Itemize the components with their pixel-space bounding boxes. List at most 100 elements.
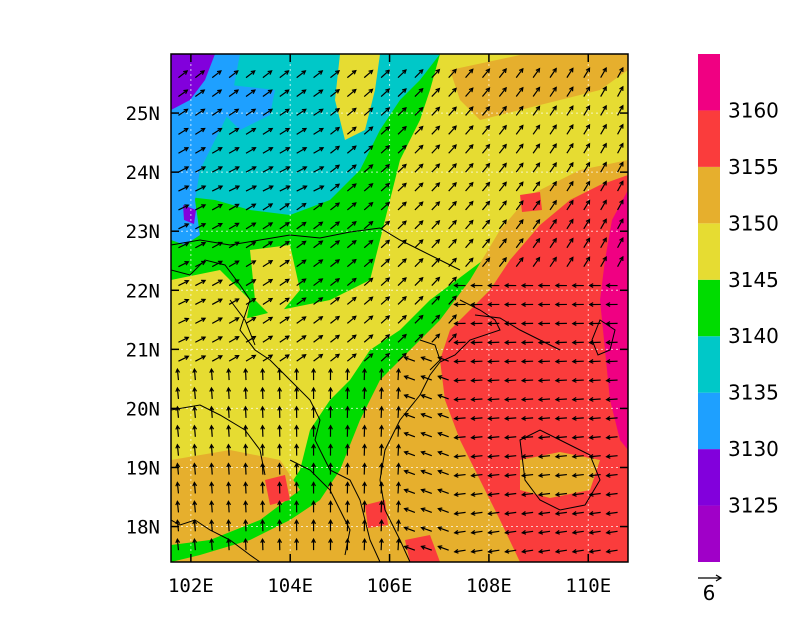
- wind-arrow-head: [396, 537, 401, 544]
- wind-arrow-head: [335, 353, 341, 359]
- wind-arrow: [481, 106, 490, 116]
- wind-arrow: [363, 258, 373, 268]
- wind-arrow-head: [183, 147, 190, 152]
- colorbar-label: 3130: [728, 437, 779, 461]
- wind-arrow: [465, 87, 474, 97]
- wind-arrow-head: [368, 239, 374, 245]
- wind-arrow-head: [502, 143, 507, 149]
- wind-arrow-head: [183, 89, 189, 94]
- wind-arrow: [380, 425, 383, 437]
- wind-arrow-head: [602, 237, 607, 243]
- wind-arrow: [380, 539, 383, 551]
- wind-arrow: [380, 444, 383, 456]
- x-axis: 102E 104E 106E 108E 110E: [168, 54, 611, 597]
- wind-arrow: [262, 279, 273, 287]
- wind-arrow-head: [571, 340, 577, 345]
- wind-arrow: [296, 166, 307, 173]
- wind-arrow-head: [328, 500, 333, 506]
- wind-arrow-head: [301, 89, 307, 94]
- wind-arrow: [262, 354, 273, 362]
- wind-arrow: [583, 143, 591, 154]
- wind-arrow: [279, 147, 290, 154]
- wind-arrow: [228, 128, 239, 135]
- wind-arrow-head: [368, 220, 374, 226]
- wind-arrow: [193, 501, 196, 513]
- wind-arrow: [346, 145, 357, 154]
- wind-arrow-head: [468, 143, 474, 149]
- wind-arrow-head: [226, 519, 232, 525]
- wind-arrow-head: [453, 378, 459, 383]
- wind-arrow-head: [401, 295, 407, 301]
- wind-arrow: [431, 144, 440, 154]
- wind-arrow-head: [250, 70, 256, 75]
- wind-arrow-head: [585, 180, 591, 186]
- wind-arrow: [421, 413, 432, 419]
- wind-arrow: [227, 369, 230, 381]
- wind-arrow: [471, 398, 483, 401]
- wind-arrow-head: [294, 519, 300, 525]
- wind-arrow-head: [569, 105, 574, 111]
- wind-arrow-head: [260, 481, 266, 487]
- wind-arrow-head: [251, 127, 257, 133]
- wind-arrow-head: [487, 378, 493, 383]
- wind-arrow-head: [335, 334, 341, 340]
- wind-arrow-head: [468, 238, 474, 244]
- wind-arrow-head: [552, 256, 557, 262]
- wind-arrow-head: [362, 519, 367, 525]
- wind-arrow: [178, 223, 189, 230]
- wind-arrow: [346, 334, 357, 343]
- wind-arrow-head: [468, 257, 474, 263]
- wind-arrow-head: [453, 454, 459, 459]
- wind-arrow-head: [571, 529, 577, 535]
- wind-arrow: [539, 492, 551, 496]
- wind-arrow: [549, 181, 557, 192]
- wind-arrow-head: [226, 386, 232, 392]
- wind-arrow-head: [468, 125, 474, 131]
- wind-arrow: [572, 473, 584, 477]
- wind-arrow: [195, 298, 206, 305]
- wind-arrow: [549, 143, 557, 154]
- wind-arrow-head: [192, 500, 198, 506]
- wind-arrow: [438, 489, 449, 495]
- wind-arrow: [589, 398, 601, 401]
- wind-arrow: [245, 222, 256, 230]
- wind-arrow-head: [234, 89, 240, 94]
- wind-arrow-head: [552, 180, 557, 186]
- wind-arrow: [228, 355, 239, 362]
- wind-arrow-head: [453, 321, 459, 326]
- wind-arrow: [606, 473, 618, 477]
- wind-arrow-head: [201, 355, 207, 360]
- wind-arrow-head: [175, 500, 181, 506]
- wind-arrow-head: [401, 333, 407, 339]
- wind-arrow: [195, 317, 206, 324]
- wind-arrow: [330, 278, 340, 287]
- wind-arrow: [505, 379, 517, 382]
- wind-arrow: [279, 128, 290, 135]
- wind-arrow: [539, 473, 551, 477]
- wind-arrow-head: [487, 510, 493, 516]
- wind-arrow: [421, 375, 432, 381]
- wind-arrow: [296, 354, 306, 362]
- wind-arrow-head: [184, 317, 190, 323]
- wind-arrow-head: [351, 88, 357, 94]
- wind-arrow-head: [420, 469, 426, 475]
- wind-arrow: [176, 444, 180, 456]
- wind-arrow-head: [487, 359, 493, 364]
- wind-arrow: [330, 353, 340, 362]
- wind-arrow: [566, 86, 574, 97]
- wind-arrow-head: [401, 144, 407, 150]
- wind-arrow: [244, 463, 247, 475]
- wind-arrow-head: [192, 405, 198, 411]
- wind-arrow: [346, 107, 357, 116]
- wind-arrow-head: [192, 519, 198, 525]
- wind-arrow: [346, 240, 357, 249]
- wind-arrow: [448, 87, 457, 97]
- wind-arrow: [471, 455, 483, 458]
- wind-arrow: [404, 470, 416, 476]
- wind-arrow-head: [435, 125, 441, 131]
- wind-arrow: [481, 163, 490, 173]
- wind-arrow-head: [403, 375, 409, 380]
- wind-arrow-head: [571, 435, 577, 440]
- wind-arrow-head: [302, 147, 308, 152]
- wind-arrow: [404, 413, 416, 419]
